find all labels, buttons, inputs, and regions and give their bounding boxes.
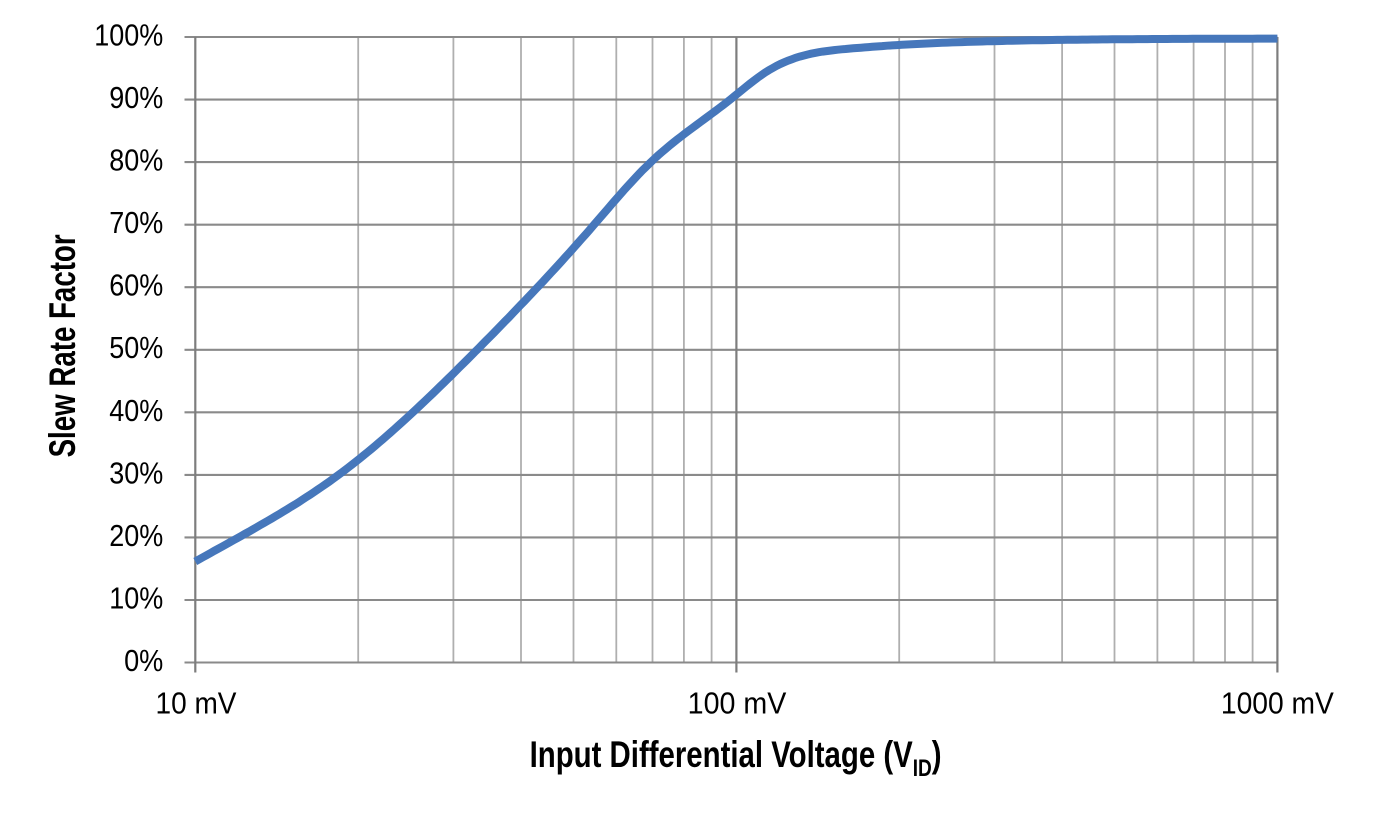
svg-text:80%: 80% (109, 143, 163, 178)
svg-text:30%: 30% (109, 455, 163, 490)
svg-text:20%: 20% (109, 518, 163, 553)
svg-text:60%: 60% (109, 268, 163, 303)
svg-text:40%: 40% (109, 393, 163, 428)
svg-text:100%: 100% (94, 18, 163, 53)
svg-text:Input Differential Voltage (VI: Input Differential Voltage (VID) (530, 734, 942, 782)
svg-text:70%: 70% (109, 205, 163, 240)
svg-text:1000 mV: 1000 mV (1221, 686, 1334, 721)
svg-text:90%: 90% (109, 80, 163, 115)
svg-text:50%: 50% (109, 330, 163, 365)
svg-text:Slew Rate Factor: Slew Rate Factor (42, 234, 83, 457)
svg-text:0%: 0% (124, 643, 163, 678)
svg-text:10%: 10% (109, 581, 163, 616)
svg-text:10 mV: 10 mV (156, 686, 237, 721)
svg-text:100 mV: 100 mV (688, 686, 787, 721)
